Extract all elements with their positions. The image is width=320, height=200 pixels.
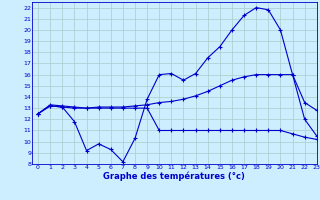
X-axis label: Graphe des températures (°c): Graphe des températures (°c) xyxy=(103,171,245,181)
